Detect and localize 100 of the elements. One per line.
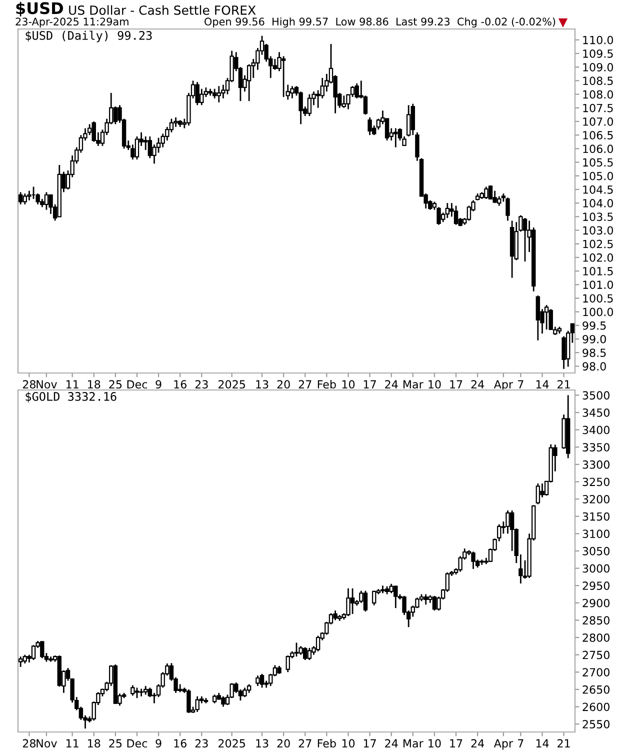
x-tick-label: 24 (471, 380, 484, 388)
x-tick-label: 10 (342, 739, 355, 748)
candlestick (488, 184, 493, 200)
candlestick (484, 186, 488, 200)
chart-title: $USD (16, 2, 64, 16)
candlestick (22, 192, 28, 206)
x-tick-label: 17 (450, 380, 462, 388)
y-tick-label: 3250 (582, 478, 610, 486)
y-tick-label: 3050 (582, 546, 610, 556)
y-tick-label: 102.0 (583, 253, 614, 262)
candlestick (290, 85, 294, 100)
y-tick-label: 109.0 (583, 63, 614, 72)
y-tick-label: 105.0 (583, 172, 614, 180)
candlestick (342, 94, 346, 109)
y-tick-label: 106.5 (583, 131, 613, 140)
y-tick-label: 103.0 (583, 226, 614, 235)
x-tick-label: 14 (536, 739, 549, 748)
x-tick-label: 27 (298, 739, 312, 748)
x-tick-label: 9 (156, 380, 162, 389)
x-tick-label: 17 (364, 739, 376, 748)
y-tick-label: 3450 (582, 408, 610, 417)
x-tick-label: 24 (385, 380, 398, 388)
y-tick-label: 105.5 (583, 158, 613, 167)
candlestick (130, 684, 135, 696)
y-tick-label: 108.5 (583, 76, 613, 86)
y-tick-label: 108.0 (583, 90, 614, 99)
y-tick-label: 3150 (582, 512, 610, 521)
y-tick-label: 2900 (582, 598, 610, 608)
candlestick (221, 696, 226, 708)
candlestick (31, 644, 36, 661)
x-tick-label: 14 (536, 380, 549, 388)
candlestick (350, 588, 355, 615)
x-tick-label: Nov (36, 380, 57, 389)
y-tick-label: 106.0 (583, 144, 614, 154)
text: 23-Apr-2025 11:29am (16, 18, 128, 28)
y-tick-label: 2750 (582, 650, 610, 660)
candlestick (307, 94, 312, 117)
x-tick-label: 23 (195, 380, 208, 389)
x-tick-label: 25 (109, 739, 122, 748)
y-tick-label: 3200 (582, 495, 610, 504)
candlestick (346, 588, 350, 617)
candlestick (536, 294, 540, 342)
x-tick-label: 10 (428, 380, 441, 389)
x-tick-label: Dec (127, 380, 148, 389)
candlestick (363, 590, 368, 612)
x-tick-label: Feb (318, 380, 336, 389)
x-tick-label: 27 (298, 380, 312, 388)
candlestick (186, 688, 191, 714)
y-tick-label: 101.0 (583, 280, 614, 289)
y-tick-label: 104.5 (583, 185, 613, 194)
candlestick (27, 190, 32, 202)
x-tick-label: 7 (518, 380, 524, 388)
y-tick-label: 2600 (582, 702, 610, 712)
x-tick-label: Mar (404, 380, 424, 389)
y-tick-label: 2650 (582, 685, 610, 694)
candlestick (471, 550, 476, 570)
y-tick-label: 98.5 (582, 348, 606, 357)
x-tick-label: Nov (36, 739, 57, 748)
x-tick-label: 7 (518, 739, 524, 748)
candlestick (536, 482, 540, 505)
x-tick-label: 11 (66, 380, 78, 388)
x-tick-label: 13 (256, 380, 268, 389)
candlestick (256, 674, 260, 687)
x-tick-label: 9 (156, 739, 162, 748)
x-tick-label: 17 (364, 380, 376, 388)
x-tick-label: 17 (450, 739, 462, 748)
annotation: $USD (Daily) 99.23 (26, 30, 152, 42)
x-tick-label: 25 (109, 380, 122, 389)
y-tick-label: 3300 (582, 460, 610, 469)
y-tick-label: 98.0 (582, 362, 606, 371)
y-tick-label: 100.0 (583, 308, 614, 316)
x-tick-label: 21 (558, 380, 570, 388)
y-tick-label: 100.5 (583, 294, 613, 303)
y-tick-label: 2700 (582, 668, 610, 676)
y-tick-label: 2850 (582, 616, 610, 625)
y-tick-label: 104.0 (583, 199, 614, 208)
x-tick-label: 10 (342, 380, 355, 389)
candlestick (368, 116, 372, 136)
candlestick (316, 89, 320, 109)
y-tick-label: 2800 (582, 633, 610, 642)
y-tick-label: 107.0 (583, 117, 614, 126)
y-tick-label: 102.5 (583, 240, 613, 248)
y-tick-label: 101.5 (583, 267, 613, 276)
candlestick (216, 85, 222, 104)
candlestick (506, 196, 510, 222)
x-tick-label: 16 (174, 739, 186, 748)
y-tick-label: 3500 (582, 391, 610, 400)
x-tick-label: 2025 (218, 380, 245, 389)
x-tick-label: Feb (318, 738, 336, 748)
y-tick-label: 103.5 (583, 212, 613, 222)
candlestick (242, 686, 247, 698)
x-tick-label: 28 (22, 380, 36, 389)
y-tick-label: 109.5 (583, 49, 613, 58)
x-tick-label: Dec (127, 739, 148, 748)
x-tick-label: 20 (277, 380, 290, 389)
candlestick (294, 642, 299, 658)
x-tick-label: Mar (404, 739, 424, 748)
chart-subtitle: US Dollar - Cash Settle FOREX (69, 5, 256, 15)
x-tick-label: 24 (385, 739, 398, 748)
candlestick (316, 635, 320, 652)
